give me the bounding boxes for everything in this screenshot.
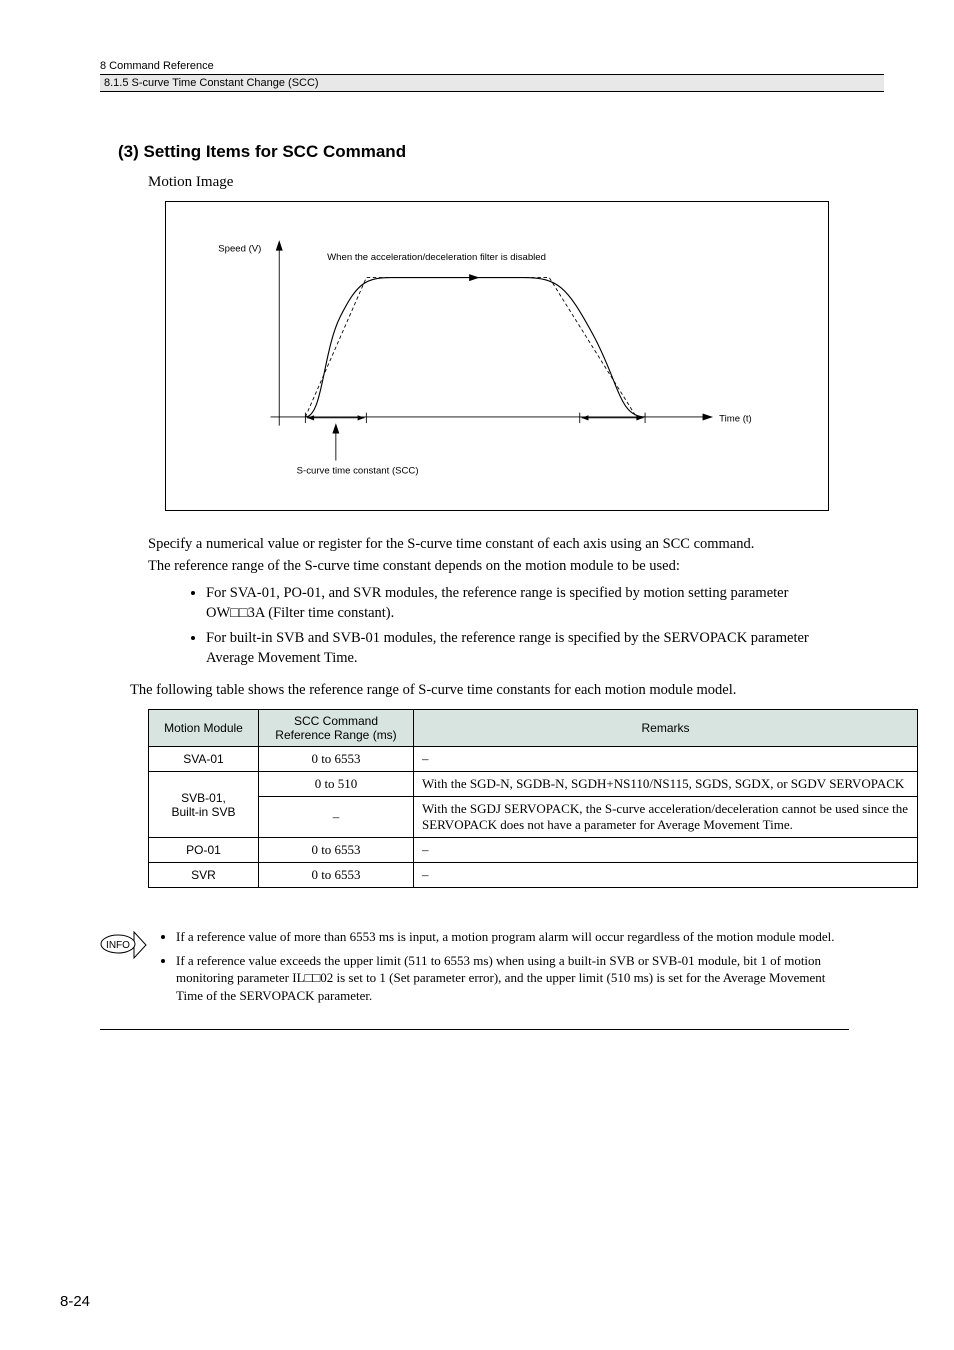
table-header-range: SCC Command Reference Range (ms)	[259, 710, 414, 747]
cell-remarks: –	[414, 747, 918, 772]
cell-module: SVB-01, Built-in SVB	[149, 772, 259, 838]
cell-range: 0 to 6553	[259, 747, 414, 772]
table-row: PO-01 0 to 6553 –	[149, 838, 918, 863]
info-bullets: If a reference value of more than 6553 m…	[162, 928, 849, 1010]
table-header-module: Motion Module	[149, 710, 259, 747]
section-heading: (3) Setting Items for SCC Command	[118, 142, 884, 162]
cell-remarks: With the SGD-N, SGDB-N, SGDH+NS110/NS115…	[414, 772, 918, 797]
section-reference: 8.1.5 S-curve Time Constant Change (SCC)	[100, 74, 884, 92]
y-axis-label: Speed (V)	[218, 243, 261, 254]
cell-range: 0 to 6553	[259, 838, 414, 863]
svg-text:INFO: INFO	[106, 940, 130, 951]
info-item: If a reference value of more than 6553 m…	[176, 928, 849, 946]
table-row: SVB-01, Built-in SVB 0 to 510 With the S…	[149, 772, 918, 797]
reference-bullets: For SVA-01, PO-01, and SVR modules, the …	[188, 584, 834, 668]
scc-constant-label: S-curve time constant (SCC)	[297, 466, 419, 477]
cell-range: 0 to 510	[259, 772, 414, 797]
motion-diagram-svg: Speed (V) When the acceleration/decelera…	[166, 202, 828, 510]
motion-image-label: Motion Image	[148, 174, 884, 191]
table-header-remarks: Remarks	[414, 710, 918, 747]
table-row: – With the SGDJ SERVOPACK, the S-curve a…	[149, 797, 918, 838]
bullet-item: For built-in SVB and SVB-01 modules, the…	[206, 629, 834, 668]
cell-remarks: –	[414, 863, 918, 888]
cell-range: 0 to 6553	[259, 863, 414, 888]
info-icon: INFO	[100, 930, 148, 965]
body-paragraph-1: Specify a numerical value or register fo…	[148, 535, 854, 555]
motion-diagram: Speed (V) When the acceleration/decelera…	[165, 201, 829, 511]
reference-range-table: Motion Module SCC Command Reference Rang…	[148, 709, 918, 888]
cell-range: –	[259, 797, 414, 838]
cell-module: SVA-01	[149, 747, 259, 772]
info-item: If a reference value exceeds the upper l…	[176, 952, 849, 1005]
chapter-reference: 8 Command Reference	[100, 60, 884, 72]
cell-module: SVR	[149, 863, 259, 888]
cell-remarks: With the SGDJ SERVOPACK, the S-curve acc…	[414, 797, 918, 838]
page-number: 8-24	[60, 1293, 90, 1310]
cell-module: PO-01	[149, 838, 259, 863]
table-intro-text: The following table shows the reference …	[130, 682, 854, 699]
table-row: SVR 0 to 6553 –	[149, 863, 918, 888]
table-row: SVA-01 0 to 6553 –	[149, 747, 918, 772]
cell-remarks: –	[414, 838, 918, 863]
bullet-item: For SVA-01, PO-01, and SVR modules, the …	[206, 584, 834, 623]
x-axis-label: Time (t)	[719, 413, 752, 424]
body-paragraph-2: The reference range of the S-curve time …	[148, 557, 854, 577]
filter-disabled-label: When the acceleration/deceleration filte…	[327, 252, 546, 263]
info-block: INFO If a reference value of more than 6…	[100, 928, 849, 1029]
